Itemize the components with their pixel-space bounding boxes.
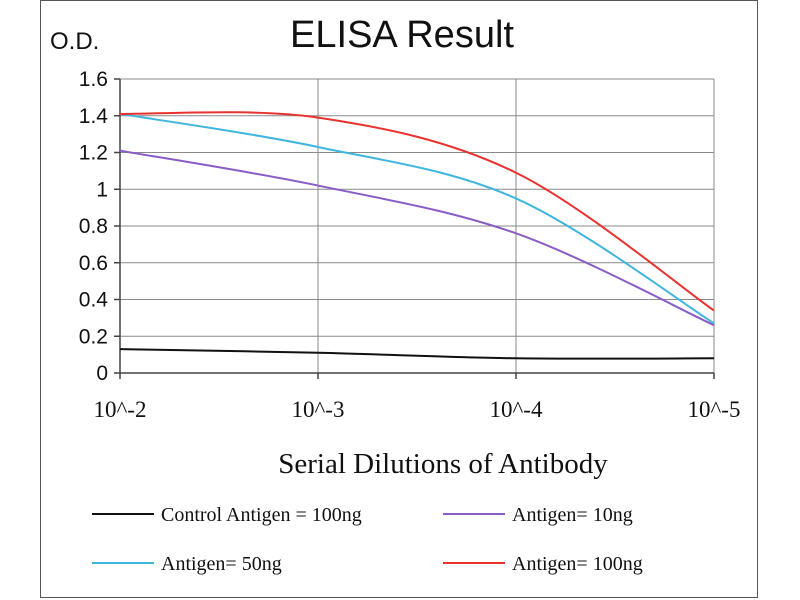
y-tick-label: 1 [96,178,108,201]
series-line-1 [119,149,715,327]
legend-label: Control Antigen = 100ng [161,504,362,526]
legend-label: Antigen= 10ng [512,504,633,526]
series-line-0 [119,348,715,360]
series-line-3 [119,111,715,312]
x-tick-label: 10^-4 [490,397,543,422]
chart-title: ELISA Result [290,14,514,56]
legend-label: Antigen= 50ng [161,553,282,575]
y-tick-label: 0.6 [79,252,108,275]
y-axis-label: O.D. [50,28,99,55]
x-tick-label: 10^-5 [688,397,741,422]
y-tick-label: 1.6 [79,68,108,91]
series-line-2 [119,112,715,325]
y-tick-label: 0.4 [79,289,109,312]
x-axis-label: Serial Dilutions of Antibody [278,448,608,480]
y-tick-label: 0.2 [79,325,108,348]
grid-lines [119,78,715,374]
y-tick-label: 1.4 [79,105,109,128]
x-tick-label: 10^-2 [94,397,147,422]
y-tick-label: 0 [96,362,108,385]
x-tick-label: 10^-3 [292,397,345,422]
y-tick-label: 0.8 [79,215,108,238]
axis-ticks: 0 0.2 0.4 0.6 0.8 1 1.2 1.4 1.6 10^-2 10^-3 10^-4 10… [79,68,741,422]
y-tick-label: 1.2 [79,142,108,165]
legend-label: Antigen= 100ng [512,553,643,575]
legend: Control Antigen = 100ng Antigen= 10ng Anti… [92,504,643,575]
series-lines [119,111,715,360]
